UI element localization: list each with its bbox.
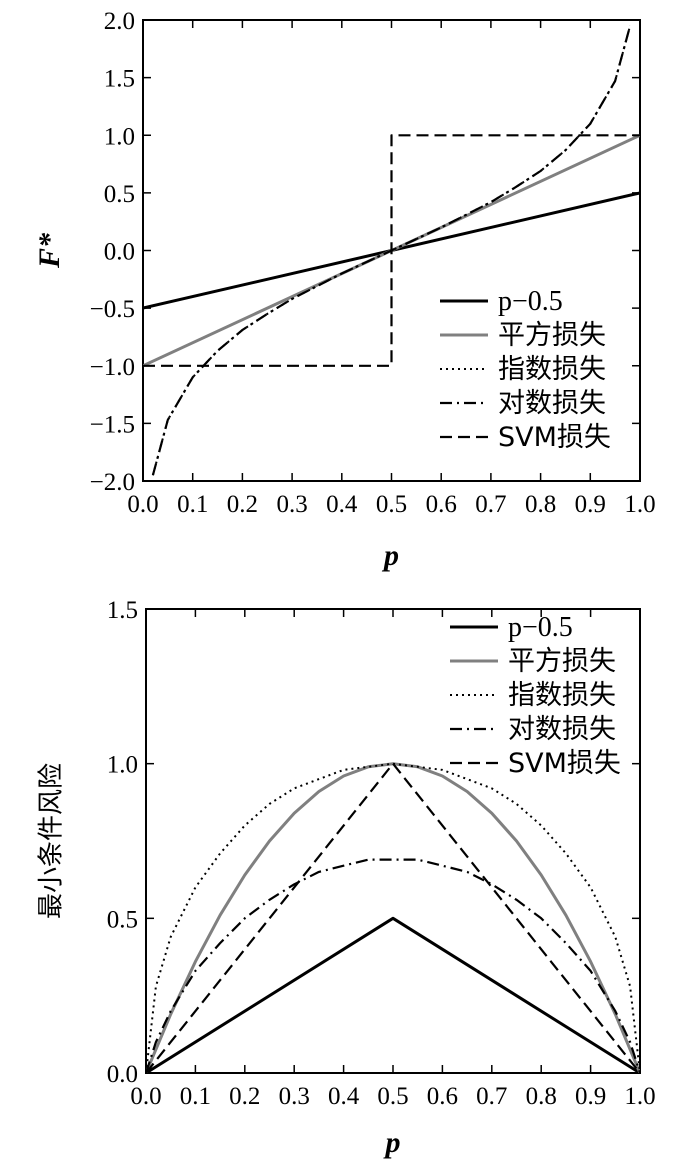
x-tick-label: 0.6 [427, 1083, 458, 1110]
x-tick-label: 0.8 [525, 491, 556, 518]
chart-f-star: 0.0 0.1 0.2 0.3 0.4 0.5 0.6 0.7 0.8 0.9 1.0 −2.0 −1.… [33, 8, 656, 572]
x-tick-label: 0.0 [130, 1083, 161, 1110]
x-tick-label: 0.0 [127, 491, 158, 518]
y-tick-label: 1.5 [107, 597, 138, 624]
x-tick-label: 0.3 [276, 491, 307, 518]
legend-label-2: 指数损失 [508, 680, 616, 711]
plot-frame [145, 608, 641, 1074]
series-line-3 [146, 858, 640, 1073]
series-line-1 [146, 762, 640, 1073]
x-axis-label: p [381, 539, 399, 572]
y-axis-label: F* [33, 232, 66, 269]
y-tick-label: 1.5 [104, 66, 135, 93]
x-tick-label: 1.0 [624, 491, 655, 518]
chart-min-conditional-risk: 0.0 0.1 0.2 0.3 0.4 0.5 0.6 0.7 0.8 0.9 1.0 0.0 0.5 1… [37, 597, 656, 1159]
legend-label-3: 对数损失 [508, 714, 616, 745]
y-tick-label: 0.5 [104, 181, 135, 208]
series-line-2 [146, 762, 640, 1073]
y-tick-label: 0.0 [107, 1061, 138, 1088]
x-tick-label: 0.4 [326, 491, 358, 518]
y-tick-label: −1.0 [90, 354, 135, 381]
legend-label-2: 指数损失 [498, 354, 606, 385]
x-tick-label: 0.2 [229, 1083, 260, 1110]
x-tick-label: 0.9 [575, 1083, 606, 1110]
x-tick-label: 0.7 [475, 491, 506, 518]
series-line-4 [146, 762, 640, 1073]
x-tick-label: 0.6 [426, 491, 457, 518]
x-tick-label: 0.4 [328, 1083, 360, 1110]
legend-label-1: 平方损失 [498, 320, 606, 351]
y-tick-label: −0.5 [90, 296, 135, 323]
x-tick-label: 0.2 [227, 491, 258, 518]
legend-label-0: p−0.5 [508, 612, 573, 643]
series-line-0 [146, 916, 640, 1073]
y-tick-label: 1.0 [104, 123, 135, 150]
x-tick-label: 0.5 [376, 491, 407, 518]
y-tick-label: 1.0 [107, 752, 138, 779]
y-axis-label: 最小条件风险 [37, 763, 67, 919]
x-tick-label: 0.7 [476, 1083, 507, 1110]
legend-label-4: SVM损失 [498, 422, 611, 453]
legend-label-4: SVM损失 [508, 748, 621, 779]
legend-label-0: p−0.5 [498, 286, 563, 317]
x-axis-label: p [383, 1126, 401, 1159]
x-tick-label: 0.3 [279, 1083, 310, 1110]
x-tick-label: 0.1 [177, 491, 208, 518]
y-tick-label: 0.0 [104, 239, 135, 266]
y-tick-label: 2.0 [104, 8, 135, 35]
x-tick-label: 0.5 [377, 1083, 408, 1110]
x-tick-label: 0.9 [575, 491, 606, 518]
series-line-4 [143, 134, 640, 367]
legend-label-1: 平方损失 [508, 646, 616, 677]
y-tick-label: 0.5 [107, 906, 138, 933]
y-tick-label: −1.5 [90, 411, 135, 438]
x-tick-label: 0.1 [180, 1083, 211, 1110]
y-tick-label: −2.0 [90, 469, 135, 496]
x-tick-label: 0.8 [526, 1083, 557, 1110]
x-tick-label: 1.0 [624, 1083, 655, 1110]
legend-label-3: 对数损失 [498, 388, 606, 419]
